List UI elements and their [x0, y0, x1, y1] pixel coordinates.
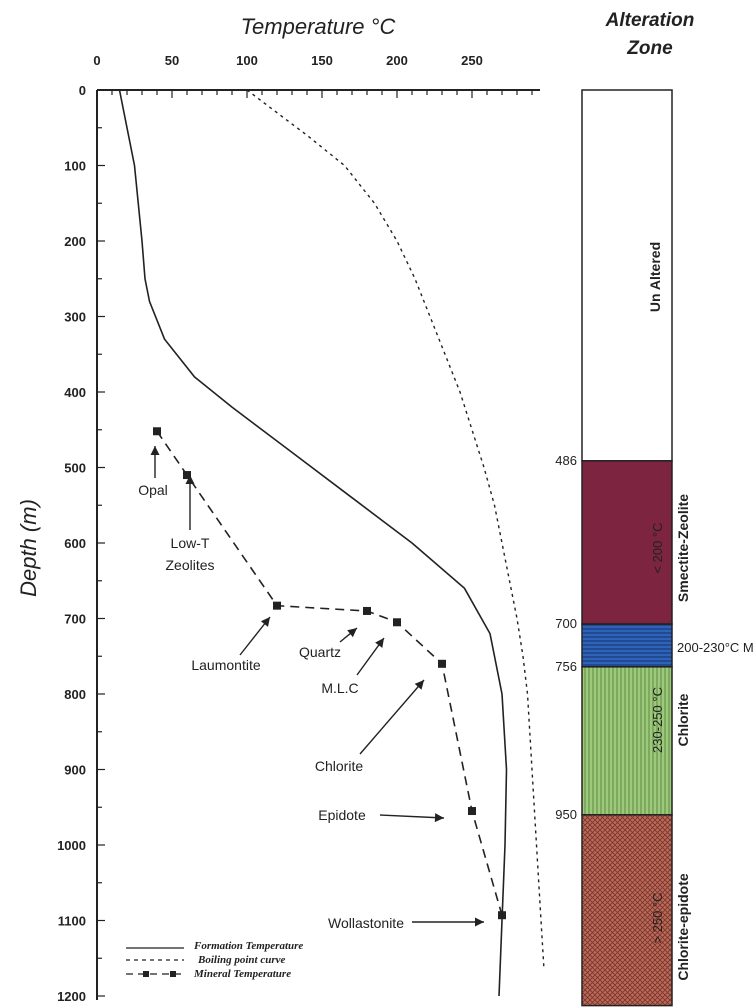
zone-band-200-230-c-mlc: [581, 623, 673, 668]
annotation-arrowhead-3: [260, 617, 270, 627]
annotation-arrowhead-8: [475, 917, 484, 927]
series-boiling-point-curve: [246, 89, 545, 970]
mineral-point-0: [153, 427, 161, 436]
legend-swatch-mineral-marker-1: [143, 971, 149, 977]
x-tick-label-100: 100: [236, 53, 258, 68]
mineral-point-1: [183, 471, 191, 480]
y-tick-label-300: 300: [64, 310, 86, 325]
zone-temp-1: < 200 °C: [650, 522, 665, 573]
mineral-point-5: [438, 659, 446, 668]
y-tick-label-200: 200: [64, 234, 86, 249]
annotation-arrowhead-5: [375, 638, 384, 648]
x-tick-label-50: 50: [165, 53, 179, 68]
zone-label-chlorite-epidote: Chlorite-epidote: [675, 873, 691, 981]
zone-temp-4: > 250 °C: [650, 892, 665, 943]
y-axis-title: Depth (m): [16, 499, 41, 597]
zone-title-line1: Alteration: [605, 10, 695, 31]
y-tick-label-1100: 1100: [58, 914, 86, 929]
annotation-arrowhead-6: [414, 680, 424, 690]
x-tick-label-0: 0: [93, 53, 100, 68]
annotation-arrowhead-4: [347, 628, 357, 638]
y-tick-label-700: 700: [64, 612, 86, 627]
mineral-point-7: [498, 911, 506, 920]
zone-boundary-700: 700: [555, 616, 577, 631]
annotation-arrowhead-1: [185, 475, 195, 484]
annotation-m-l-c: M.L.C: [321, 680, 358, 696]
zone-band-smectite-zeolite: [581, 460, 673, 625]
y-tick-label-500: 500: [64, 461, 86, 476]
y-tick-label-0: 0: [79, 83, 86, 98]
y-tick-label-800: 800: [64, 687, 86, 702]
zone-band-chlorite-epidote: [581, 814, 673, 1007]
x-tick-label-250: 250: [461, 53, 483, 68]
zone-boundary-950: 950: [555, 807, 577, 822]
y-tick-label-900: 900: [64, 763, 86, 778]
y-tick-label-400: 400: [64, 385, 86, 400]
y-tick-label-1200: 1200: [57, 989, 86, 1004]
zone-band-chlorite: [581, 666, 673, 816]
series-layer: [118, 89, 545, 997]
zone-boundary-756: 756: [555, 659, 577, 674]
zone-band-un-altered: [581, 89, 673, 462]
mineral-point-3: [363, 606, 371, 615]
y-tick-label-600: 600: [64, 536, 86, 551]
mineral-point-2: [273, 601, 281, 610]
x-axis-title: Temperature °C: [241, 14, 396, 39]
annotation-arrowhead-7: [434, 813, 444, 823]
legend-entry-mineral: Mineral Temperature: [193, 968, 291, 980]
legend: Formation Temperature Boiling point curv…: [126, 940, 303, 980]
x-tick-label-150: 150: [311, 53, 333, 68]
annotation-epidote: Epidote: [318, 807, 366, 823]
zone-label-chlorite: Chlorite: [675, 693, 691, 746]
annotation-chlorite: Chlorite: [315, 758, 363, 774]
mineral-point-4: [393, 618, 401, 627]
axis-ticks: [96, 89, 533, 997]
y-tick-label-1000: 1000: [57, 838, 86, 853]
alteration-zone-column: Un Altered Smectite-Zeolite Chlorite Chlori…: [555, 89, 754, 1007]
annotation-wollastonite: Wollastonite: [328, 915, 404, 931]
annotation-arrow-7: [379, 814, 445, 819]
series-formation-temperature: [118, 89, 508, 997]
mineral-point-6: [468, 807, 476, 816]
annotation-zeolites: Zeolites: [165, 557, 214, 573]
legend-entry-boiling: Boiling point curve: [197, 954, 286, 966]
annotation-arrowhead-0: [150, 446, 160, 455]
legend-entry-formation: Formation Temperature: [193, 940, 303, 952]
zone-temp-3: 230-250 °C: [650, 687, 665, 753]
annotation-low-t: Low-T: [171, 535, 210, 551]
x-tick-label-200: 200: [386, 53, 408, 68]
legend-swatch-mineral-marker-2: [170, 971, 176, 977]
annotation-layer: Opal Low-T Zeolites Laumontite Quartz M.L.C Ch…: [138, 446, 484, 931]
zone-label-un-altered: Un Altered: [647, 242, 663, 312]
zone-title-line2: Zone: [626, 38, 673, 59]
axis-tick-labels: 0 50 100 150 200 250 0 100 200 300 400 500 600 700 800…: [57, 53, 483, 1004]
y-tick-label-100: 100: [64, 159, 86, 174]
annotation-arrow-6: [359, 679, 425, 755]
series-mineral-temperature: [156, 430, 503, 916]
annotation-opal: Opal: [138, 482, 168, 498]
zone-label-smectite-zeolite: Smectite-Zeolite: [675, 494, 691, 602]
zone-label-mlc: 200-230°C MLC: [677, 640, 754, 655]
zone-boundary-486: 486: [555, 453, 577, 468]
annotation-laumontite: Laumontite: [191, 657, 260, 673]
annotation-quartz: Quartz: [299, 644, 341, 660]
